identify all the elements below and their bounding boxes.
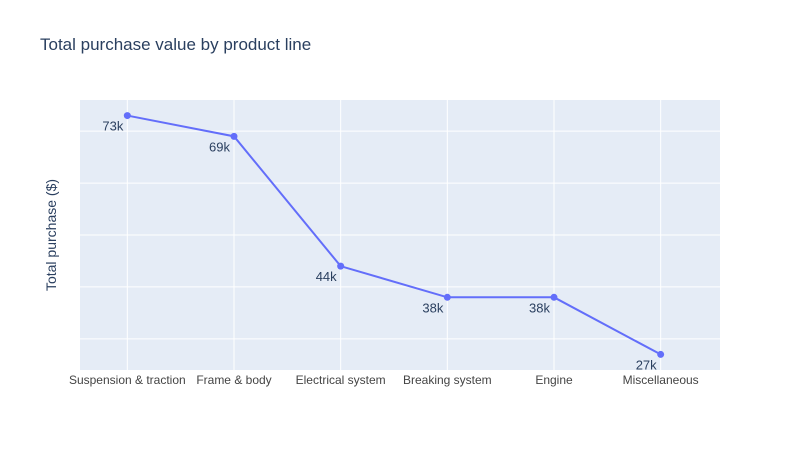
x-tick-label: Frame & body [196, 373, 271, 387]
grid-lines [80, 100, 720, 370]
x-tick-label: Engine [535, 373, 573, 387]
data-labels: 73k 69k 44k 38k 38k 27k [102, 119, 657, 373]
x-tick-label: Breaking system [403, 373, 492, 387]
data-label: 69k [209, 139, 230, 154]
data-label: 38k [529, 300, 550, 315]
x-tick-label: Miscellaneous [623, 373, 699, 387]
x-tick-label: Suspension & traction [69, 373, 186, 387]
data-point[interactable] [550, 293, 558, 301]
data-point[interactable] [123, 112, 131, 120]
data-point[interactable] [230, 132, 238, 140]
series-line [127, 114, 662, 356]
data-point[interactable] [337, 262, 345, 270]
data-label: 38k [422, 300, 443, 315]
chart-title: Total purchase value by product line [40, 35, 311, 54]
data-point[interactable] [657, 350, 665, 358]
data-label: 27k [636, 357, 657, 372]
data-point[interactable] [443, 293, 451, 301]
data-label: 44k [316, 269, 337, 284]
data-label: 73k [102, 119, 123, 134]
x-axis-ticks: Suspension & traction Frame & body Electri… [69, 373, 699, 387]
series-layer [123, 112, 665, 358]
y-axis-label: Total purchase ($) [43, 179, 59, 291]
x-tick-label: Electrical system [296, 373, 386, 387]
